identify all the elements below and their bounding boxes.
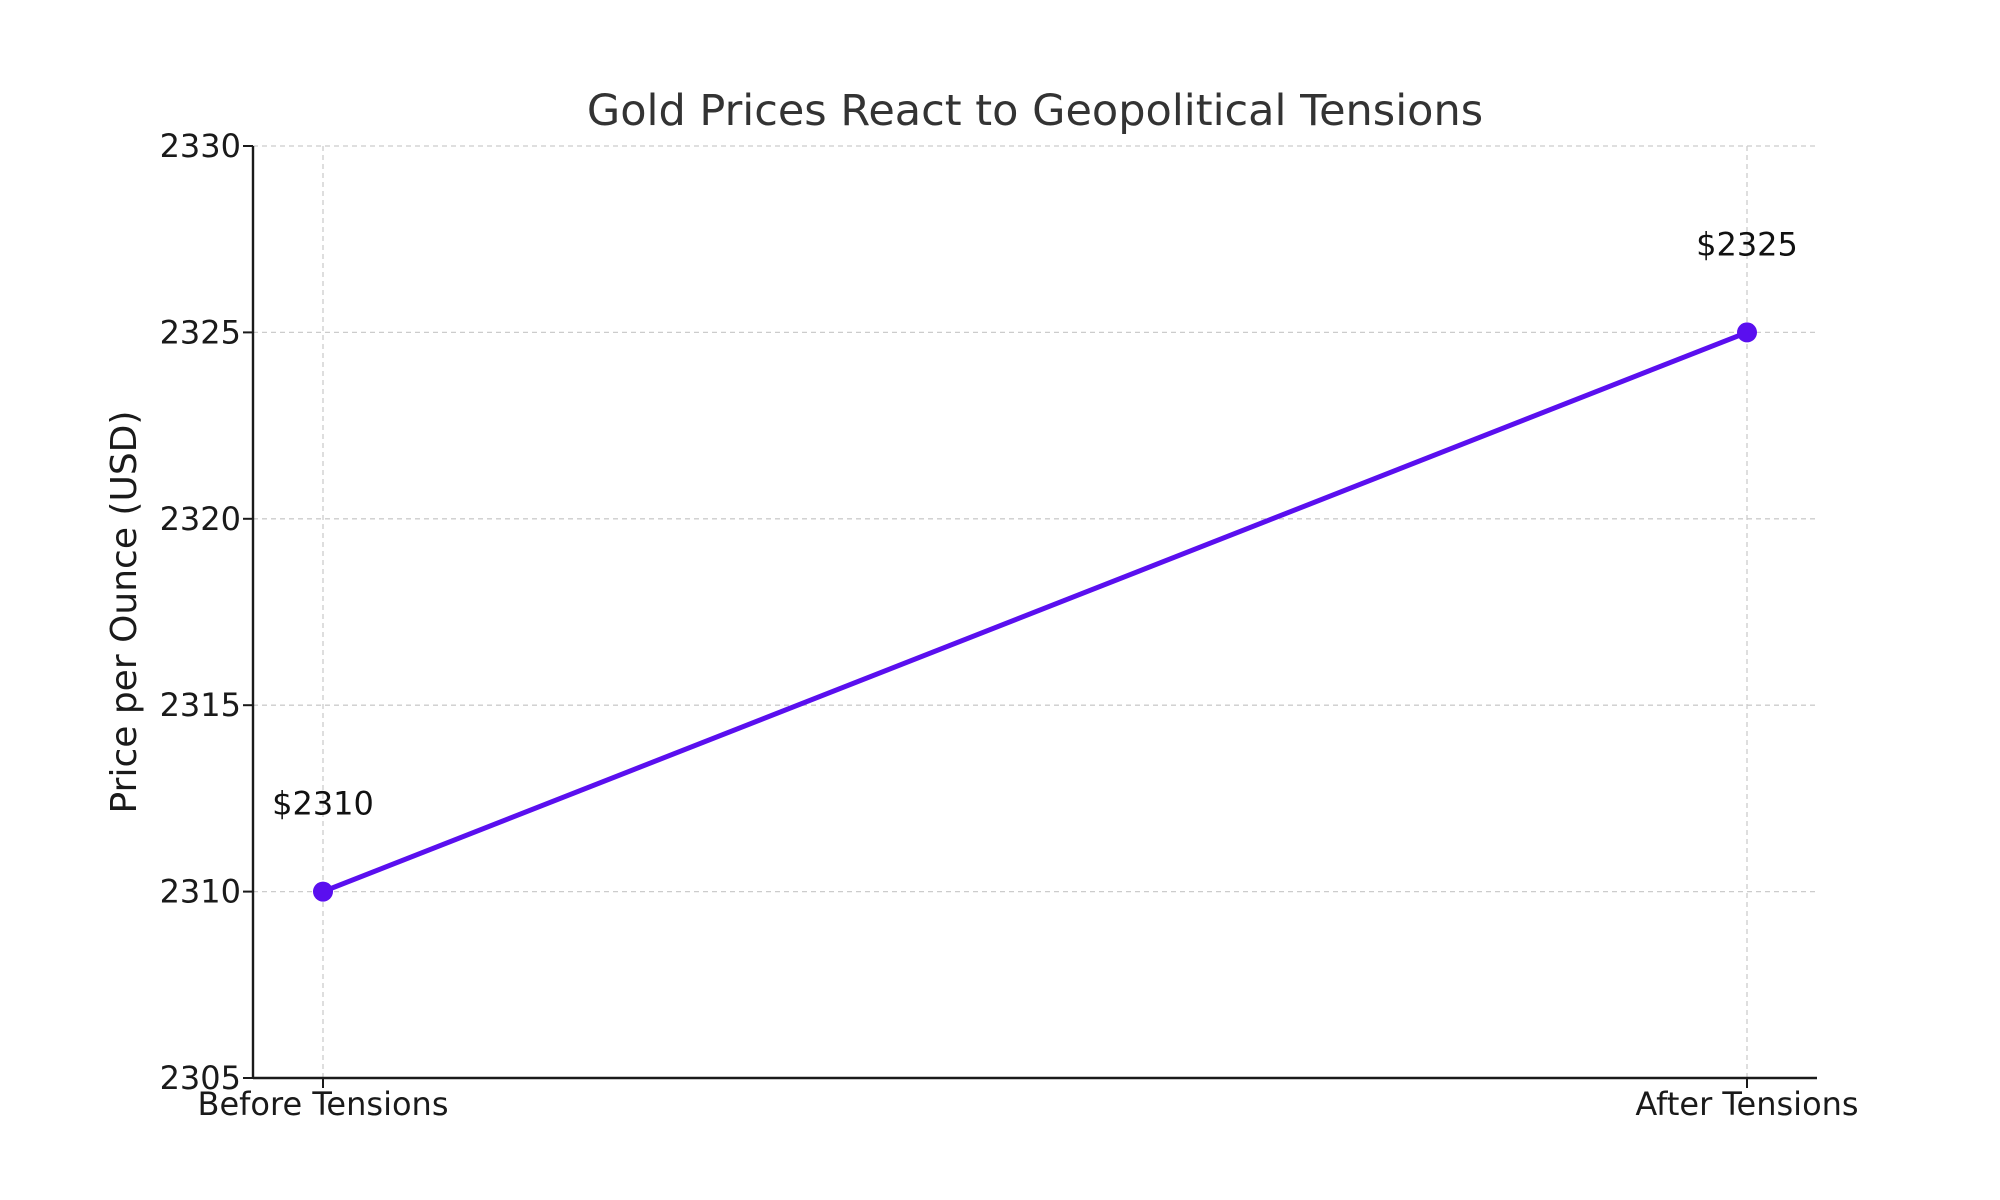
data-point (1737, 322, 1757, 343)
y-tick-label: 2320 (160, 500, 241, 538)
series (313, 322, 1757, 902)
y-tick-label: 2310 (160, 873, 241, 911)
data-label: $2310 (272, 785, 374, 823)
data-point (313, 881, 333, 902)
y-axis-label: Price per Ounce (USD) (104, 411, 145, 814)
axes (251, 146, 1817, 1080)
grid (253, 145, 1817, 1079)
ticks: 2305 2310 2315 2320 2325 2330 Before Tensions A… (160, 127, 1859, 1123)
x-tick-label: Before Tensions (198, 1085, 449, 1123)
chart-title: Gold Prices React to Geopolitical Tensio… (587, 86, 1483, 136)
y-tick-label: 2330 (160, 127, 241, 165)
data-labels: $2310 $2325 (272, 225, 1798, 822)
series-line (322, 330, 1748, 894)
y-tick-label: 2325 (160, 313, 241, 351)
y-tick-label: 2315 (160, 686, 241, 724)
data-label: $2325 (1696, 225, 1798, 263)
y-tick-label: 2305 (160, 1059, 241, 1097)
x-tick-label: After Tensions (1635, 1085, 1858, 1123)
